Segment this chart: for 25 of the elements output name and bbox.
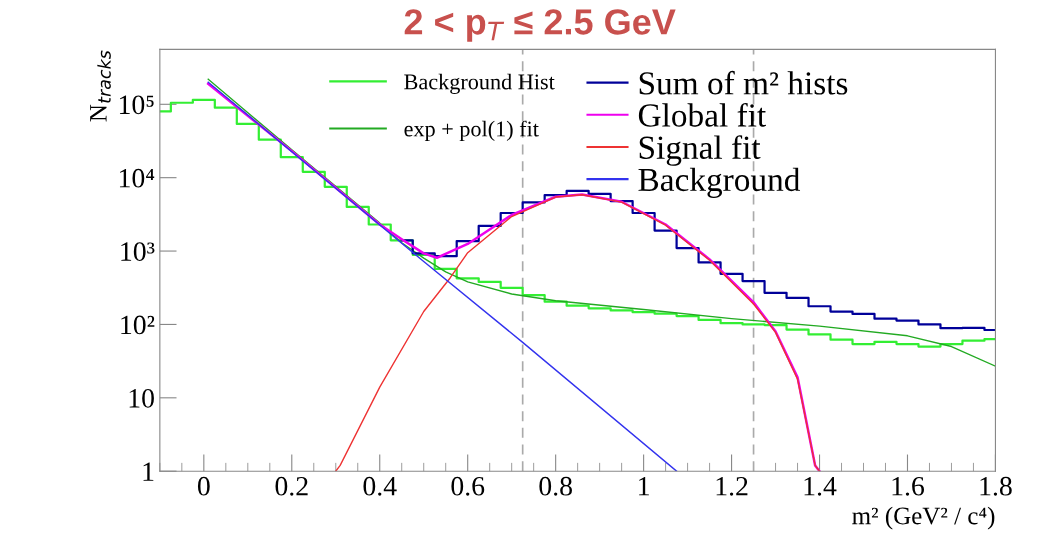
y-tick-label: 10⁵ <box>119 95 154 115</box>
x-tick-label: 1 <box>639 476 649 496</box>
x-tick-label: 1.4 <box>804 476 837 496</box>
x-tick-label: 1.8 <box>980 476 1012 496</box>
x-tick-label: 0 <box>197 476 210 496</box>
x-tick-label: 0.8 <box>539 476 572 496</box>
y-tick-label: 10 <box>129 388 154 408</box>
y-tick-label: 10² <box>121 315 155 335</box>
y-tick-label: 10⁴ <box>119 168 155 188</box>
y-tick-label: 10³ <box>121 242 155 261</box>
y-axis-title: N$_{tracks}$ <box>90 50 111 122</box>
legend-label: exp + pol(1) fit <box>404 120 539 142</box>
x-axis-title: m² (GeV² / c⁴) <box>852 506 995 530</box>
legend-label: Background <box>638 167 801 199</box>
y-tick-label: 1 <box>143 462 154 481</box>
chart-title: 2 < p$_{T}$ ≤ 2.5 GeV <box>404 9 676 42</box>
x-tick-label: 0.6 <box>451 476 485 496</box>
x-tick-label: 1.2 <box>716 476 748 496</box>
legend-label: Signal fit <box>639 135 761 166</box>
legend-label: Global fit <box>638 102 766 127</box>
x-tick-label: 0.2 <box>275 476 308 496</box>
legend-label: Sum of m² hists <box>639 70 848 95</box>
x-tick-label: 1.6 <box>892 476 925 496</box>
legend-label: Background Hist <box>404 73 555 94</box>
x-tick-label: 0.4 <box>363 476 397 496</box>
